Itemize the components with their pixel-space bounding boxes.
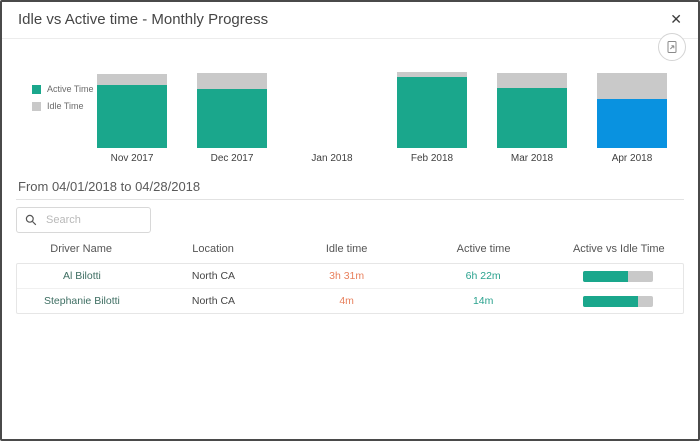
- idle-segment: [597, 73, 667, 99]
- stacked-bar[interactable]: [197, 38, 267, 148]
- driver-name-cell: Stephanie Bilotti: [43, 295, 120, 307]
- column-header: Location: [192, 243, 234, 255]
- section-divider: [16, 199, 684, 200]
- column-header: Idle time: [325, 243, 368, 255]
- active-segment: [397, 77, 467, 148]
- monthly-progress-chart: Active Time Idle Time Nov 2017 Dec 2017 …: [2, 38, 698, 170]
- table-row[interactable]: Al Bilotti North CA 3h 31m 6h 22m: [17, 264, 683, 288]
- close-icon[interactable]: ✕: [670, 11, 682, 27]
- idle-segment: [97, 74, 167, 85]
- active-vs-idle-bar: [583, 270, 654, 282]
- table-row[interactable]: Stephanie Bilotti North CA 4m 14m: [17, 288, 683, 313]
- location-cell: North CA: [191, 270, 236, 282]
- column-header: Driver Name: [50, 243, 112, 255]
- driver-name-cell: Al Bilotti: [62, 270, 101, 282]
- search-icon: [25, 214, 37, 226]
- search-box[interactable]: [16, 207, 151, 233]
- month-axis-label: Feb 2018: [410, 153, 454, 164]
- active-segment: [497, 88, 567, 148]
- stacked-bar[interactable]: [97, 38, 167, 148]
- stacked-bar[interactable]: [397, 38, 467, 148]
- location-cell: North CA: [191, 295, 236, 307]
- chart-month-column: Apr 2018: [582, 38, 682, 164]
- column-header: Active time: [456, 243, 511, 255]
- chart-month-column: Mar 2018: [482, 38, 582, 164]
- stacked-bar[interactable]: [297, 38, 367, 148]
- idle-segment: [197, 73, 267, 89]
- ratio-cell: [553, 295, 683, 307]
- legend-swatch-icon: [32, 84, 41, 94]
- legend-label: Idle Time: [47, 101, 84, 111]
- search-input[interactable]: [44, 213, 142, 227]
- dialog-titlebar: Idle vs Active time - Monthly Progress ✕: [2, 2, 698, 39]
- table-header: Driver Name Location Idle time Active time A…: [16, 243, 684, 255]
- date-range-label: From 04/01/2018 to 04/28/2018: [18, 179, 201, 194]
- column-header: Active vs Idle Time: [572, 243, 665, 255]
- chart-month-column: Nov 2017: [82, 38, 182, 164]
- export-button[interactable]: [658, 33, 686, 61]
- legend-swatch-icon: [32, 101, 41, 111]
- month-axis-label: Mar 2018: [510, 153, 554, 164]
- active-segment: [597, 99, 667, 148]
- stacked-bar[interactable]: [597, 38, 667, 148]
- chart-month-column: Feb 2018: [382, 38, 482, 164]
- legend-label: Active Time: [47, 84, 94, 94]
- idle-time-cell: 3h 31m: [329, 270, 365, 282]
- active-vs-idle-bar: [583, 295, 654, 307]
- month-axis-label: Jan 2018: [311, 153, 353, 164]
- ratio-cell: [553, 270, 683, 282]
- chart-legend: Active Time Idle Time: [32, 84, 94, 118]
- active-segment: [197, 89, 267, 148]
- chart-month-column: Dec 2017: [182, 38, 282, 164]
- month-axis-label: Apr 2018: [611, 153, 653, 164]
- active-segment: [97, 85, 167, 148]
- active-time-cell: 14m: [472, 295, 494, 307]
- active-fill: [583, 270, 628, 282]
- active-time-cell: 6h 22m: [465, 270, 501, 282]
- legend-item: Idle Time: [32, 101, 94, 111]
- export-report-icon: [665, 40, 679, 54]
- stacked-bar[interactable]: [497, 38, 567, 148]
- chart-month-column: Jan 2018: [282, 38, 382, 164]
- month-axis-label: Nov 2017: [110, 153, 154, 164]
- idle-segment: [497, 73, 567, 88]
- idle-segment: [397, 72, 467, 77]
- page-title: Idle vs Active time - Monthly Progress: [18, 11, 269, 28]
- month-axis-label: Dec 2017: [210, 153, 254, 164]
- idle-time-cell: 4m: [339, 295, 354, 307]
- drivers-table: Al Bilotti North CA 3h 31m 6h 22m Stepha…: [16, 263, 684, 314]
- legend-item: Active Time: [32, 84, 94, 94]
- active-fill: [583, 295, 638, 307]
- chart-bars: Nov 2017 Dec 2017 Jan 2018 Feb 2018 Mar …: [82, 38, 682, 164]
